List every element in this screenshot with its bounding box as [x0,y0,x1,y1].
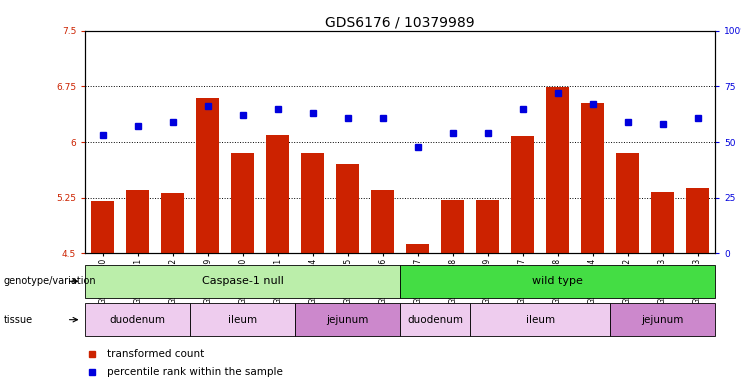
Bar [85,265,400,298]
Bar [406,244,429,253]
Bar [651,192,674,253]
Bar [470,303,610,336]
Title: GDS6176 / 10379989: GDS6176 / 10379989 [325,16,475,30]
Bar [400,265,715,298]
Bar [546,87,569,253]
Text: duodenum: duodenum [407,314,463,325]
Text: Caspase-1 null: Caspase-1 null [202,276,284,286]
Bar [476,200,499,253]
Text: jejunum: jejunum [327,314,369,325]
Text: tissue: tissue [4,314,33,325]
Bar [617,153,639,253]
Bar [302,153,324,253]
Text: duodenum: duodenum [110,314,166,325]
Bar [581,103,604,253]
Bar [266,135,289,253]
Bar [85,303,190,336]
Bar [686,188,709,253]
Bar [371,190,394,253]
Bar [126,190,149,253]
Bar [162,192,184,253]
Bar [91,202,114,253]
Text: percentile rank within the sample: percentile rank within the sample [107,367,283,377]
Bar [295,303,400,336]
Bar [610,303,715,336]
Bar [190,303,295,336]
Bar [196,98,219,253]
Text: wild type: wild type [532,276,583,286]
Text: transformed count: transformed count [107,349,205,359]
Bar [400,303,470,336]
Bar [441,200,464,253]
Bar [231,153,254,253]
Text: ileum: ileum [228,314,257,325]
Text: ileum: ileum [525,314,555,325]
Bar [336,164,359,253]
Bar [511,136,534,253]
Text: jejunum: jejunum [642,314,684,325]
Text: genotype/variation: genotype/variation [4,276,96,286]
